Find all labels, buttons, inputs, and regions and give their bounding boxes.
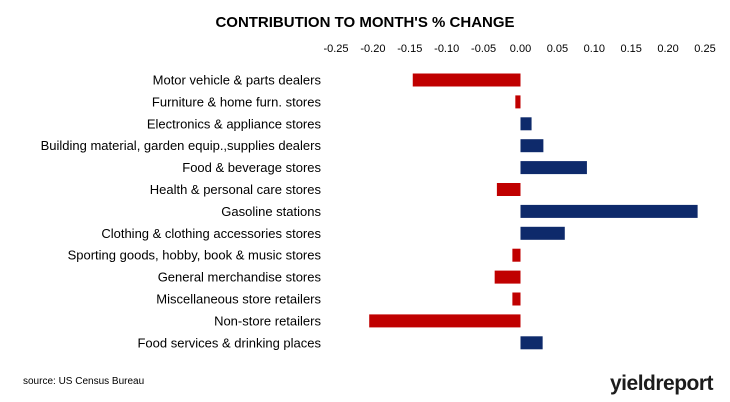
x-tick-label: 0.20 <box>657 43 678 55</box>
category-label: Motor vehicle & parts dealers <box>153 73 322 88</box>
category-label: Furniture & home furn. stores <box>152 94 322 109</box>
bar <box>515 95 521 109</box>
category-label: Sporting goods, hobby, book & music stor… <box>68 248 322 263</box>
bar <box>512 248 521 262</box>
x-tick-label: 0.00 <box>510 43 531 55</box>
x-tick-label: -0.05 <box>471 43 496 55</box>
category-label: Clothing & clothing accessories stores <box>101 226 321 241</box>
bars <box>369 73 698 350</box>
bar <box>412 73 521 87</box>
category-label: General merchandise stores <box>158 270 322 285</box>
category-label: Electronics & appliance stores <box>147 116 322 131</box>
chart-title: CONTRIBUTION TO MONTH'S % CHANGE <box>215 14 514 31</box>
category-label: Health & personal care stores <box>150 182 322 197</box>
yieldreport-logo: yieldreport <box>610 372 714 395</box>
x-tick-label: -0.25 <box>323 43 348 55</box>
bar <box>512 292 521 306</box>
x-tick-label: 0.25 <box>694 43 715 55</box>
source-note: source: US Census Bureau <box>23 376 145 387</box>
bar <box>369 314 521 328</box>
category-labels: Motor vehicle & parts dealers Furniture &… <box>41 73 322 351</box>
x-tick-label: -0.15 <box>397 43 422 55</box>
x-tick-label: 0.05 <box>547 43 568 55</box>
x-axis-ticks: -0.25 -0.20 -0.15 -0.10 -0.05 0.00 0.05 0.10 0.1… <box>323 43 715 55</box>
bar <box>520 117 532 131</box>
x-tick-label: -0.20 <box>360 43 385 55</box>
bar <box>520 226 565 240</box>
bar <box>520 336 543 350</box>
x-tick-label: -0.10 <box>434 43 459 55</box>
bar <box>494 270 521 284</box>
category-label: Non-store retailers <box>214 313 321 328</box>
x-tick-label: 0.10 <box>584 43 605 55</box>
bar <box>520 161 587 175</box>
bar <box>496 183 521 196</box>
category-label: Building material, garden equip.,supplie… <box>41 138 322 153</box>
category-label: Food services & drinking places <box>137 335 321 350</box>
bar <box>520 139 544 153</box>
x-tick-label: 0.15 <box>620 43 641 55</box>
bar <box>520 204 698 218</box>
category-label: Gasoline stations <box>221 204 321 219</box>
category-label: Food & beverage stores <box>182 160 321 175</box>
category-label: Miscellaneous store retailers <box>156 292 321 307</box>
